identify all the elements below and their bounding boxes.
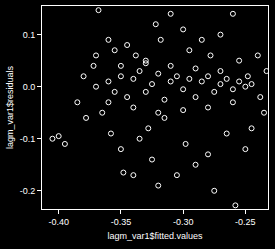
svg-text:0.0: 0.0 (23, 82, 36, 92)
svg-text:-0.1: -0.1 (20, 134, 36, 144)
svg-text:-0.40: -0.40 (48, 217, 69, 227)
svg-text:lagm_var1$fitted.values: lagm_var1$fitted.values (107, 231, 203, 241)
svg-text:-0.35: -0.35 (111, 217, 132, 227)
svg-text:-0.25: -0.25 (235, 217, 256, 227)
svg-text:0.1: 0.1 (23, 30, 36, 40)
svg-text:-0.2: -0.2 (20, 186, 36, 196)
svg-text:-0.30: -0.30 (173, 217, 194, 227)
svg-text:lagm_var1$residuals: lagm_var1$residuals (5, 65, 15, 149)
